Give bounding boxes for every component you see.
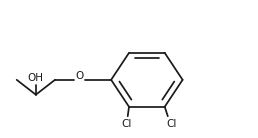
Text: O: O — [75, 71, 83, 81]
Text: Cl: Cl — [166, 119, 176, 129]
Text: OH: OH — [28, 73, 44, 83]
Text: Cl: Cl — [121, 119, 132, 129]
